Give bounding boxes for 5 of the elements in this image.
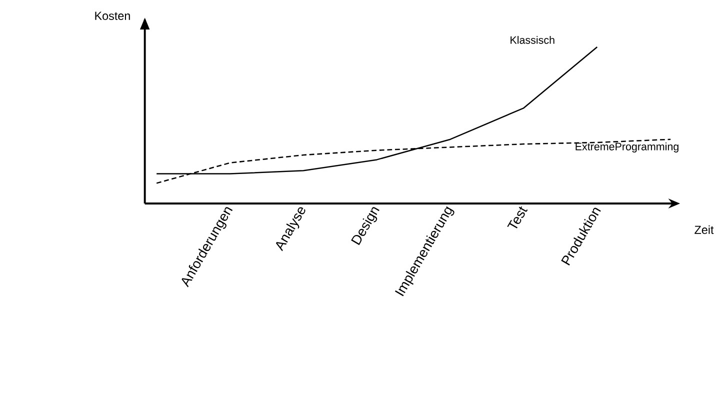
text: Klassisch: [510, 36, 554, 44]
y-axis-title: Kosten: [95, 12, 130, 20]
x-tick-label: Test: [507, 206, 528, 228]
x-axis-title: Zeit: [694, 225, 714, 234]
series-label: ExtremeProgramming: [576, 142, 678, 152]
